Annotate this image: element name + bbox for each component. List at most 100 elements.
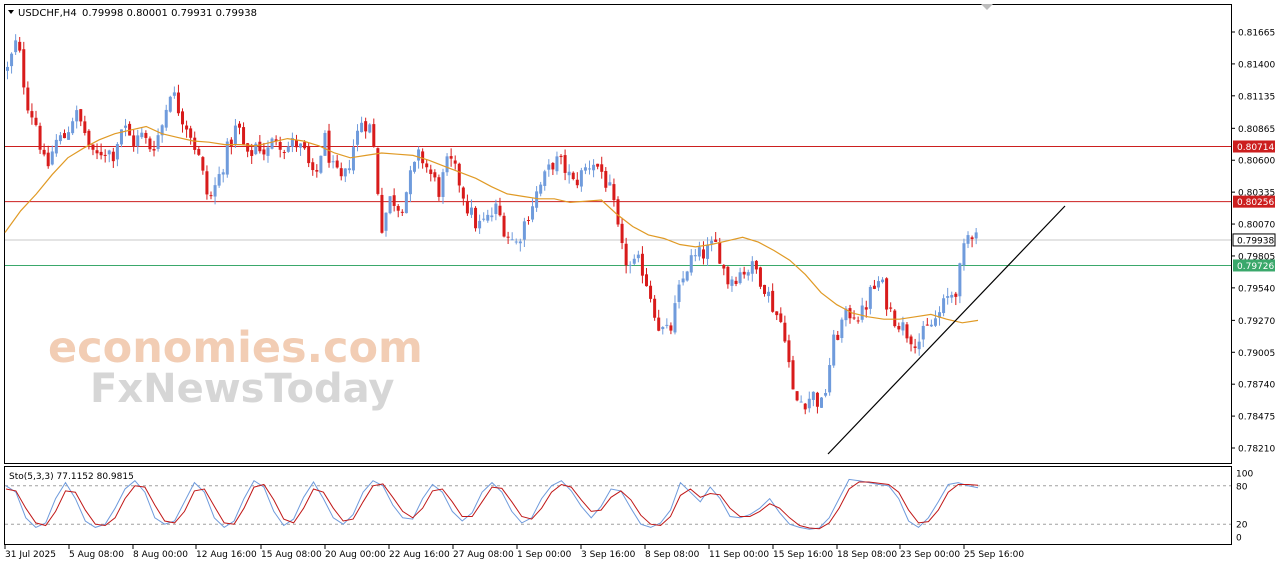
candle [905,322,909,343]
shift-marker-icon[interactable] [981,4,993,10]
time-tick-label: 20 Aug 00:00 [325,550,386,560]
ascending-trendline[interactable] [827,205,1066,455]
candle [929,319,933,328]
candle [413,161,416,174]
candle [518,238,522,252]
candle [469,199,473,218]
candle [307,142,311,168]
time-tick-label: 25 Sep 16:00 [964,550,1024,560]
candle [958,262,962,304]
candle [299,143,303,156]
candle [559,154,563,165]
candle [364,117,368,139]
candle [881,277,885,284]
candle [237,121,241,135]
candle [233,118,237,148]
candle [282,149,286,160]
price-tick-label: 0.79270 [1238,317,1275,327]
candle [616,196,620,227]
candle [942,294,946,317]
candle [425,159,429,173]
candle [75,105,79,129]
candle [10,52,14,74]
candle [62,129,66,139]
candle [608,174,612,186]
candle [95,143,99,160]
candle [384,212,388,237]
candle [356,124,360,152]
candle [392,188,396,212]
candle [742,266,746,279]
candle [441,168,445,204]
candle [437,174,441,201]
candle [665,318,669,329]
candle [486,209,490,223]
candle [779,307,783,324]
candle [555,151,559,175]
candle [242,122,246,146]
candle [681,271,685,286]
candle [46,145,50,169]
candle [860,297,864,323]
candle [185,120,189,138]
candle [612,178,616,207]
candle [26,81,30,114]
time-tick-label: 1 Sep 00:00 [517,550,572,560]
candle [795,391,799,402]
dropdown-triangle-icon[interactable] [8,10,14,14]
candle [193,131,197,155]
candle [917,333,921,356]
candle [596,163,600,170]
candle [311,158,315,176]
candle [697,241,701,261]
candle [575,172,579,189]
candle [734,276,738,287]
candle [644,267,648,287]
resistance-price-label: 0.80256 [1237,198,1274,208]
candle [714,232,718,243]
stoch-level-label: 0 [1236,534,1242,544]
candle [799,395,803,403]
candle [628,261,632,274]
candle [494,199,498,221]
candle [771,283,775,313]
candle [335,154,339,169]
candle [803,402,807,415]
candle [111,147,115,168]
candle [506,231,510,245]
candle [636,250,640,263]
candle [600,156,604,179]
candle [449,148,453,167]
candle [482,212,486,222]
candle [266,140,270,163]
candle [661,326,665,335]
candle [445,153,449,176]
stochastic-label: Sto(5,3,3) 77.1152 80.9815 [9,472,134,482]
candle [380,187,384,234]
horizontal-lines: 0.80714 0.80256 0.79938 0.79726 [5,140,1276,272]
candle [669,322,673,335]
stoch-signal-line[interactable] [5,481,979,530]
candle [640,246,644,284]
candle [91,144,95,156]
candle [58,131,62,145]
candle [820,396,823,409]
candle [189,125,193,145]
candle [498,197,502,217]
chart-header[interactable]: USDCHF,H4 0.79998 0.80001 0.79931 0.7993… [8,8,257,19]
moving-average-line[interactable] [4,125,979,324]
candle [974,227,978,245]
candle [502,212,506,238]
price-tick-label: 0.80070 [1238,221,1275,231]
candle [140,127,144,139]
trendline-group [827,205,1066,455]
candle [429,164,433,182]
price-tick-label: 0.80600 [1238,157,1275,167]
candle [164,104,168,131]
price-tick-label: 0.80335 [1238,189,1275,199]
candle [685,270,689,282]
candle [461,186,465,206]
stochastic-frame [4,466,1232,545]
